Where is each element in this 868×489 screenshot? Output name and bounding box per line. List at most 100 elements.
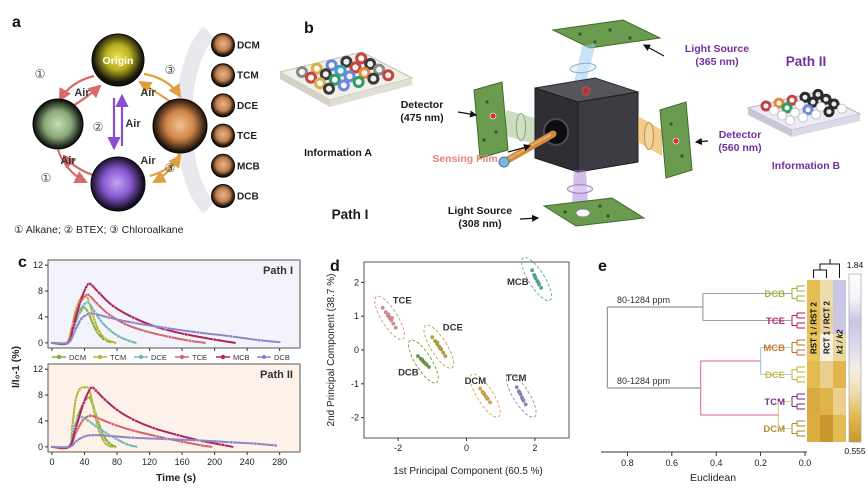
x-tick-label: 40: [80, 457, 90, 467]
cluster-point-DCE: [441, 350, 446, 355]
series-marker-TCE: [111, 422, 115, 426]
cluster-point-TCE: [383, 310, 388, 315]
sample-label-MCB: MCB: [237, 161, 260, 172]
series-marker-TCE: [94, 301, 99, 306]
series-marker-DCE: [127, 339, 132, 343]
legend-marker-TCE: [179, 354, 185, 360]
series-marker-TCE: [131, 428, 136, 433]
e-x-axis-label: Euclidean: [690, 472, 736, 484]
series-marker-DCE: [125, 442, 129, 447]
heatmap-cell: [820, 361, 833, 388]
cluster-ellipse-TCM: [505, 373, 537, 418]
legend-label-DCM: DCM: [69, 353, 86, 362]
info-dot: [816, 101, 826, 112]
cluster-point-MCB: [530, 268, 535, 273]
series-marker-DCE: [85, 418, 90, 423]
btex-film-image: [90, 156, 146, 212]
series-marker-MCB: [89, 386, 93, 390]
series-marker-MCB: [131, 417, 136, 422]
series-marker-DCB: [164, 326, 168, 330]
svg-text:Air: Air: [140, 155, 156, 167]
series-marker-DCB: [74, 439, 79, 443]
info-dot: [323, 82, 335, 95]
legend-label-MCB: MCB: [233, 353, 250, 362]
cluster-point-TCE: [389, 315, 394, 320]
sample-film-DCB: [211, 184, 235, 208]
path-1-label: Path I: [332, 207, 369, 222]
sample-film-DCE: [211, 93, 235, 118]
series-marker-DCB: [196, 330, 201, 335]
series-marker-TCM: [103, 337, 108, 341]
sample-film-TCM: [211, 63, 235, 88]
cluster-label-MCB: MCB: [507, 277, 529, 288]
alkane-film-image: [32, 98, 84, 150]
colorbar-max-label: 1.84: [847, 260, 864, 270]
axis-tick-label: 0.6: [666, 458, 679, 468]
cluster-point-DCB: [426, 364, 431, 369]
cluster-label-DCB: DCB: [398, 367, 419, 378]
info-dot: [812, 88, 824, 100]
cluster-point-TCM: [514, 385, 519, 390]
x-tick-label: 120: [142, 457, 157, 467]
cluster-label-TCM: TCM: [506, 373, 527, 384]
series-marker-DCE: [116, 334, 121, 339]
sample-label-TCE: TCE: [237, 131, 257, 142]
step-numbers: ① ① ② ③ ③: [35, 63, 176, 185]
light-source-365-label: Light Source (365 nm): [685, 43, 749, 68]
info-dot: [349, 61, 362, 74]
series-marker-MCB: [81, 401, 86, 405]
panel-e-cluster-dendrogram: RST 1 / RST 2 RCT 1 / RCT 2 k1 / k2 DCB TCE M…: [601, 259, 866, 484]
x-tick-label: 0: [464, 443, 469, 453]
heatmap-cell: [833, 307, 846, 334]
series-marker-TCE: [168, 335, 172, 339]
panel-d-pca-scatter: -2 0 2 -2 -1 0 1 2 TCE DCE DCB DCM TCM MCB 1st Princi…: [326, 256, 570, 477]
svg-text:(365 nm): (365 nm): [695, 56, 738, 68]
cluster-point-TCE: [380, 305, 385, 310]
legend-marker-TCM: [97, 354, 103, 360]
info-dot: [296, 66, 308, 78]
info-dot: [828, 98, 840, 110]
cluster-point-DCM: [488, 400, 493, 405]
heatmap-cell: [807, 388, 820, 415]
y-tick-label: -1: [351, 379, 359, 389]
svg-text:(475 nm): (475 nm): [400, 112, 443, 124]
detector-475-led: [489, 112, 497, 120]
series-marker-DCB: [107, 434, 111, 438]
svg-text:Air: Air: [140, 87, 156, 99]
svg-text:②: ②: [93, 120, 104, 134]
heatmap-cell: [833, 415, 846, 442]
heatmap-cell: [833, 361, 846, 388]
cluster-point-DCB: [423, 361, 428, 366]
series-marker-DCB: [85, 312, 90, 317]
info-dot: [760, 100, 772, 112]
sensing-film-arrow: [507, 144, 532, 153]
light-source-308-pcb: [542, 197, 646, 227]
series-marker-TCE: [88, 413, 93, 418]
y-tick-label: -2: [351, 413, 359, 423]
series-marker-DCE: [82, 302, 87, 306]
heatmap-cell: [820, 280, 833, 307]
series-marker-TCM: [97, 329, 101, 333]
cluster-point-MCB: [539, 285, 544, 290]
info-dot: [373, 63, 386, 76]
cluster-point-TCM: [520, 397, 525, 401]
series-marker-DCB: [253, 441, 258, 446]
sensing-film-label: Sensing Film: [432, 153, 497, 165]
cluster-point-TCE: [391, 321, 396, 326]
x-tick-label: 200: [207, 457, 222, 467]
series-marker-DCE: [80, 415, 84, 419]
series-marker-TCM: [92, 317, 97, 322]
y-tick-label: 0: [38, 338, 43, 348]
info-dot: [314, 77, 326, 90]
info-dot: [802, 104, 814, 116]
y-tick-label: 8: [38, 390, 43, 400]
info-dot: [319, 68, 332, 81]
heatmap-cell: [820, 388, 833, 415]
series-marker-TCE: [200, 443, 205, 448]
series-marker-DCE: [98, 319, 103, 323]
series-marker-MCB: [220, 443, 225, 447]
x-tick-label: -2: [394, 443, 402, 453]
info-dot: [367, 72, 380, 85]
info-dot: [781, 102, 793, 114]
cluster-point-TCE: [393, 325, 398, 330]
